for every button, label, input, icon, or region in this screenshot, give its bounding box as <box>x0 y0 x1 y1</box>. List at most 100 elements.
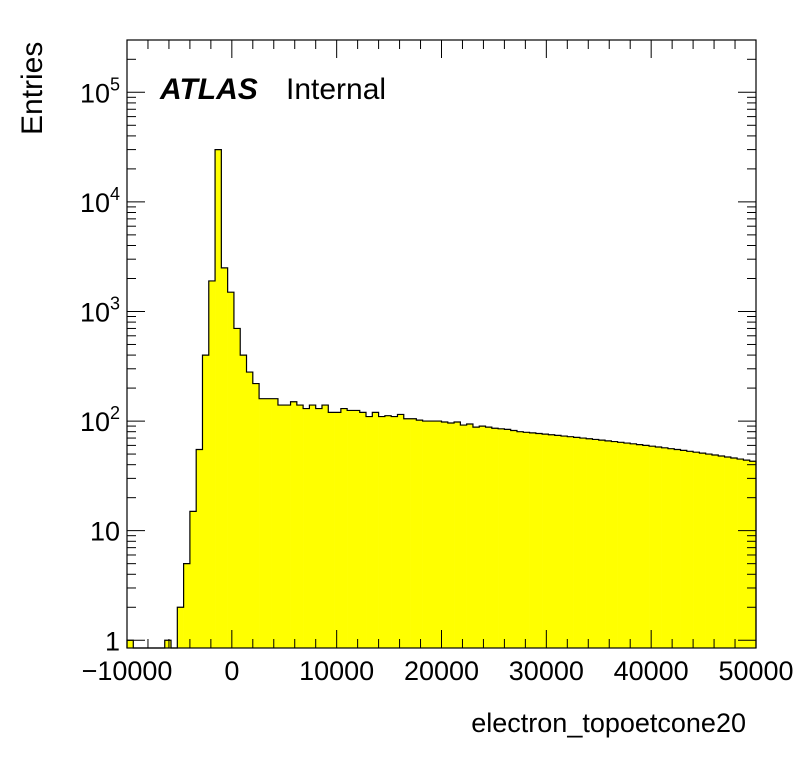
histogram-bin <box>649 446 656 648</box>
histogram-bin <box>454 422 461 648</box>
histogram-bin <box>240 355 247 648</box>
histogram-bin <box>290 401 298 648</box>
histogram-bin <box>277 405 285 648</box>
histogram-bin <box>265 398 272 648</box>
y-tick-label: 10 <box>90 517 120 547</box>
x-tick-label: 20000 <box>404 656 479 686</box>
histogram-bin <box>202 355 210 648</box>
histogram-bin <box>221 267 228 648</box>
histogram-bin <box>227 292 235 648</box>
histogram-bin <box>460 425 467 648</box>
histogram-bin <box>680 450 688 648</box>
histogram-bin <box>642 445 650 648</box>
histogram-bin <box>296 405 304 648</box>
histogram-bin <box>309 405 316 648</box>
x-axis-title: electron_topoetcone20 <box>471 708 746 738</box>
histogram-bin <box>441 422 449 648</box>
histogram-bin <box>573 437 581 648</box>
histogram-bin <box>491 428 499 648</box>
histogram-bin <box>259 398 266 648</box>
histogram-bin <box>347 410 354 648</box>
histogram-bin <box>498 428 505 648</box>
histogram-bin <box>189 511 197 648</box>
histogram-bin <box>535 433 543 648</box>
histogram-bin <box>711 455 719 648</box>
x-tick-labels: −10000 0 10000 20000 30000 40000 50000 <box>82 656 794 686</box>
histogram-bin <box>718 456 725 648</box>
histogram-bin <box>447 423 455 648</box>
histogram-bin <box>127 640 134 648</box>
histogram-bin <box>397 414 405 648</box>
histogram-bin <box>636 444 644 648</box>
histogram-bin <box>523 432 530 648</box>
histogram-bin <box>623 443 631 648</box>
histogram-bin <box>208 280 216 648</box>
x-tick-label: 10000 <box>299 656 374 686</box>
y-tick-label: 105 <box>80 74 120 108</box>
internal-label: Internal <box>286 73 386 106</box>
histogram-bin <box>472 427 480 648</box>
histogram-bin <box>428 421 436 648</box>
x-tick-label: −10000 <box>82 656 173 686</box>
histogram-bin <box>328 412 335 648</box>
histogram-bars <box>126 148 757 649</box>
histogram-bin <box>403 418 411 648</box>
atlas-label: ATLAS <box>159 73 258 106</box>
histogram-bin <box>705 454 713 648</box>
histogram-bin <box>542 434 549 648</box>
histogram-bin <box>271 398 279 648</box>
histogram-outline <box>126 148 757 649</box>
histogram-bin <box>510 430 518 648</box>
x-tick-label: 40000 <box>614 656 689 686</box>
histogram-bin <box>661 447 669 648</box>
histogram-bin <box>353 410 361 648</box>
histogram-bin <box>504 429 511 648</box>
histogram-bin <box>548 434 556 648</box>
histogram-bin <box>516 431 524 648</box>
histogram-bin <box>674 449 681 648</box>
y-axis-title: Entries <box>16 42 49 135</box>
axis-ticks <box>126 39 757 648</box>
histogram-bin <box>605 440 612 648</box>
histogram-bin <box>655 447 662 648</box>
histogram-bin <box>177 607 184 648</box>
histogram-bin <box>611 441 618 648</box>
histogram-bin <box>416 420 423 648</box>
histogram-bin <box>617 442 625 648</box>
histogram-bin <box>630 443 637 648</box>
x-tick-label: 30000 <box>509 656 584 686</box>
histogram-bin <box>730 458 738 648</box>
histogram-bin <box>315 408 323 648</box>
histogram-bin <box>579 438 587 648</box>
histogram-bin <box>737 459 744 648</box>
histogram-bin <box>554 435 562 648</box>
histogram-bin <box>284 405 291 648</box>
histogram-bin <box>410 418 417 648</box>
histogram-bin <box>435 421 442 648</box>
y-tick-label: 1 <box>105 626 120 656</box>
histogram-bin <box>340 408 348 648</box>
histogram-bin <box>183 563 191 648</box>
histogram-bin <box>686 451 694 648</box>
histogram-bin <box>233 328 241 648</box>
histogram-bin <box>359 412 367 648</box>
histogram-bin <box>196 449 203 648</box>
histogram-bin <box>466 424 474 648</box>
histogram-bin <box>422 421 430 648</box>
histogram-bin <box>529 432 537 648</box>
histogram-bin <box>303 408 310 648</box>
histogram-bin <box>479 426 486 648</box>
histogram-bin <box>246 372 254 648</box>
y-tick-labels: 1 10 102 103 104 105 <box>80 74 120 656</box>
histogram-bin <box>743 460 751 648</box>
histogram-bin <box>592 439 600 648</box>
histogram-bin <box>215 149 222 649</box>
histogram-bin <box>321 405 329 648</box>
histogram-bin <box>391 416 398 648</box>
x-tick-label: 50000 <box>718 656 793 686</box>
histogram-bin <box>372 412 379 648</box>
histogram-bin <box>252 383 260 648</box>
histogram-bin <box>667 448 675 648</box>
y-tick-label: 103 <box>80 293 120 327</box>
